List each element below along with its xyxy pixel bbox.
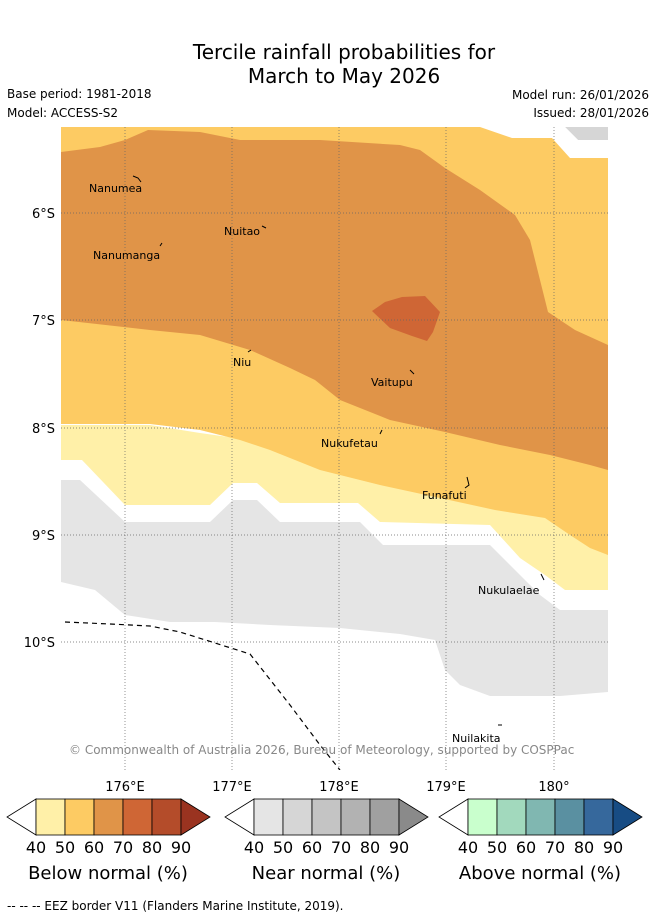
near-normal-north-white	[555, 127, 608, 150]
cb-above-under	[438, 798, 469, 836]
cb-below-swatch-4	[122, 798, 153, 836]
cb-below-tick-60: 60	[83, 838, 105, 857]
eez-border	[64, 621, 341, 770]
cb-near-swatch-4	[340, 798, 371, 836]
issued-date: Issued: 28/01/2026	[533, 106, 649, 120]
cb-below-swatch-3	[93, 798, 124, 836]
lat-label-9s: 9°S	[32, 529, 55, 544]
place-funafuti: Funafuti	[422, 489, 467, 502]
lon-label-176e: 176°E	[105, 780, 145, 795]
cb-below-swatch-1	[35, 798, 66, 836]
place-vaitupu: Vaitupu	[371, 376, 413, 389]
cb-near-tick-70: 70	[330, 838, 352, 857]
cb-above-tick-40: 40	[457, 838, 479, 857]
cb-below-swatch-5	[151, 798, 182, 836]
cb-below-tick-70: 70	[112, 838, 134, 857]
cb-near-tick-90: 90	[388, 838, 410, 857]
cb-above-tick-90: 90	[602, 838, 624, 857]
model-run: Model run: 26/01/2026	[511, 88, 649, 102]
lon-label-179e: 179°E	[426, 780, 466, 795]
colorbar-near-normal	[224, 798, 429, 836]
title-line-1: Tercile rainfall probabilities for	[192, 40, 496, 64]
cb-above-tick-80: 80	[573, 838, 595, 857]
place-nukulaelae: Nukulaelae	[478, 584, 540, 597]
place-niu: Niu	[233, 356, 251, 369]
cb-below-label: Below normal (%)	[28, 863, 188, 884]
below-normal-70-80-region	[372, 296, 440, 341]
colorbar-above-normal	[438, 798, 643, 836]
cb-above-swatch-1	[467, 798, 498, 836]
cb-near-tick-60: 60	[301, 838, 323, 857]
cb-near-label: Near normal (%)	[251, 863, 401, 884]
cb-near-tick-50: 50	[272, 838, 294, 857]
lon-label-177e: 177°E	[212, 780, 252, 795]
map-title: Tercile rainfall probabilities for March…	[0, 40, 655, 88]
cb-above-tick-60: 60	[515, 838, 537, 857]
cb-near-swatch-2	[282, 798, 313, 836]
cb-above-swatch-5	[583, 798, 614, 836]
cb-below-over	[180, 798, 211, 836]
cb-above-tick-70: 70	[544, 838, 566, 857]
cb-above-tick-50: 50	[486, 838, 508, 857]
cb-below-tick-90: 90	[170, 838, 192, 857]
eez-footer-note: -- -- -- EEZ border V11 (Flanders Marine…	[7, 899, 344, 913]
cb-near-tick-80: 80	[359, 838, 381, 857]
title-line-2: March to May 2026	[247, 64, 441, 88]
place-nuitao: Nuitao	[224, 225, 260, 238]
lon-label-178e: 178°E	[319, 780, 359, 795]
near-normal-north-patch	[565, 127, 608, 140]
cb-above-label: Above normal (%)	[458, 863, 622, 884]
cb-below-tick-40: 40	[25, 838, 47, 857]
lat-label-7s: 7°S	[32, 314, 55, 329]
cb-near-over	[398, 798, 429, 836]
below-normal-40-50-region	[61, 425, 608, 590]
near-normal-40-50-region	[61, 480, 608, 696]
cb-below-swatch-2	[64, 798, 95, 836]
cb-near-under	[224, 798, 255, 836]
cb-above-swatch-4	[554, 798, 585, 836]
cb-below-tick-80: 80	[141, 838, 163, 857]
islands	[132, 175, 545, 726]
lat-label-6s: 6°S	[32, 207, 55, 222]
cb-below-tick-50: 50	[54, 838, 76, 857]
cb-near-swatch-1	[253, 798, 284, 836]
lon-label-180: 180°	[538, 780, 569, 795]
lat-label-10s: 10°S	[24, 636, 55, 651]
cb-near-tick-40: 40	[243, 838, 265, 857]
lat-label-8s: 8°S	[32, 422, 55, 437]
copyright-notice: © Commonwealth of Australia 2026, Bureau…	[69, 743, 574, 757]
place-nanumanga: Nanumanga	[93, 249, 160, 262]
cb-near-swatch-3	[311, 798, 342, 836]
grid-lines	[61, 127, 608, 770]
place-nuilakita: Nuilakita	[452, 732, 501, 745]
below-normal-60-70-region	[61, 130, 608, 470]
cb-above-swatch-3	[525, 798, 556, 836]
base-period: Base period: 1981-2018	[7, 87, 152, 101]
cb-near-swatch-5	[369, 798, 400, 836]
cb-above-over	[612, 798, 643, 836]
place-nukufetau: Nukufetau	[321, 437, 378, 450]
colorbar-below-normal	[6, 798, 211, 836]
cb-below-under	[6, 798, 37, 836]
model-name: Model: ACCESS-S2	[7, 106, 119, 120]
cb-above-swatch-2	[496, 798, 527, 836]
place-nanumea: Nanumea	[89, 182, 142, 195]
